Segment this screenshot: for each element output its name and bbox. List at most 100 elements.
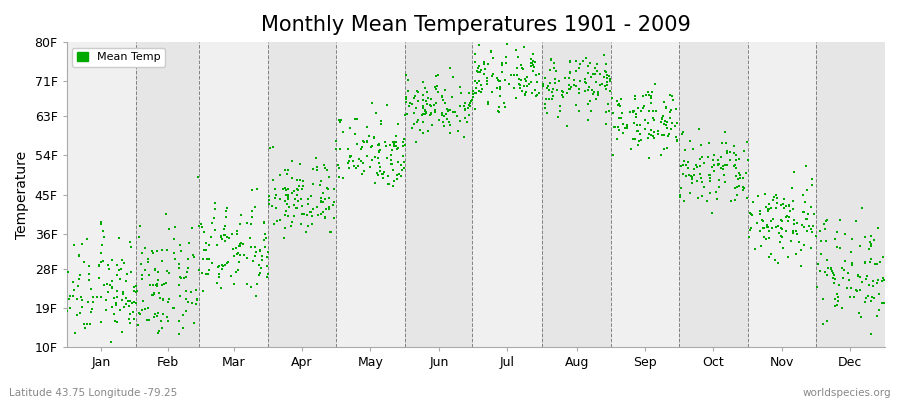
Point [820, 318, 834, 324]
Point [466, 88, 481, 94]
Point [364, 157, 379, 163]
Point [255, 257, 269, 264]
Point [800, 186, 814, 193]
Point [388, 139, 402, 146]
Point [218, 238, 232, 244]
Point [598, 69, 613, 76]
Point [404, 101, 419, 108]
Point [762, 254, 777, 260]
Point [245, 186, 259, 193]
Point [167, 250, 182, 257]
Point [711, 157, 725, 164]
Point [248, 203, 262, 210]
Point [305, 221, 320, 227]
Point [520, 74, 535, 80]
Point [368, 180, 382, 186]
Point [147, 314, 161, 321]
Point [279, 208, 293, 214]
Point [328, 146, 343, 152]
Point [219, 208, 233, 215]
Point [456, 134, 471, 140]
Point [552, 78, 566, 84]
Point [181, 255, 195, 262]
Point [832, 294, 846, 300]
Point [775, 234, 789, 240]
Point [703, 174, 717, 181]
Point [99, 297, 113, 303]
Point [136, 297, 150, 304]
Point [76, 259, 91, 266]
Point [437, 123, 452, 130]
Point [153, 295, 167, 301]
Point [546, 93, 561, 99]
Point [493, 92, 508, 99]
Point [208, 227, 222, 233]
Point [723, 149, 737, 156]
Point [287, 196, 302, 202]
Point [703, 175, 717, 181]
Point [266, 177, 281, 183]
Point [875, 278, 889, 284]
Point [199, 270, 213, 277]
Point [316, 189, 330, 196]
Point [703, 190, 717, 196]
Point [356, 160, 371, 166]
Point [101, 288, 115, 295]
Point [130, 283, 144, 289]
Point [418, 111, 432, 117]
Point [715, 140, 729, 146]
Point [472, 41, 487, 48]
Point [557, 74, 572, 81]
Point [116, 290, 130, 297]
Point [287, 213, 302, 219]
Point [343, 154, 357, 161]
Point [268, 195, 283, 202]
Point [796, 208, 811, 215]
Point [611, 102, 625, 108]
Point [179, 269, 194, 275]
Point [828, 296, 842, 302]
Point [246, 258, 260, 265]
Point [754, 243, 769, 250]
Point [67, 286, 81, 293]
Point [168, 224, 183, 230]
Point [740, 194, 754, 201]
Point [94, 219, 109, 225]
Point [278, 225, 293, 231]
Point [501, 80, 516, 87]
Point [586, 70, 600, 77]
Point [313, 198, 328, 204]
Point [217, 226, 231, 232]
Point [551, 114, 565, 120]
Point [698, 184, 712, 190]
Point [346, 157, 360, 164]
Point [268, 186, 283, 192]
Point [119, 294, 133, 301]
Point [824, 268, 839, 274]
Point [632, 137, 646, 144]
Point [95, 258, 110, 264]
Point [105, 283, 120, 290]
Point [416, 105, 430, 111]
Point [509, 46, 524, 53]
Point [151, 277, 166, 283]
Point [179, 296, 194, 302]
Point [644, 127, 658, 133]
Point [172, 282, 186, 288]
Point [524, 60, 538, 66]
Point [430, 71, 445, 78]
Point [538, 75, 553, 81]
Point [256, 219, 271, 225]
Point [641, 89, 655, 95]
Point [122, 298, 137, 304]
Point [299, 229, 313, 235]
Point [386, 166, 400, 173]
Point [269, 192, 284, 198]
Point [188, 286, 202, 293]
Point [114, 328, 129, 335]
Point [147, 290, 161, 297]
Point [836, 275, 850, 282]
Point [728, 162, 742, 168]
Point [815, 321, 830, 328]
Point [381, 181, 395, 187]
